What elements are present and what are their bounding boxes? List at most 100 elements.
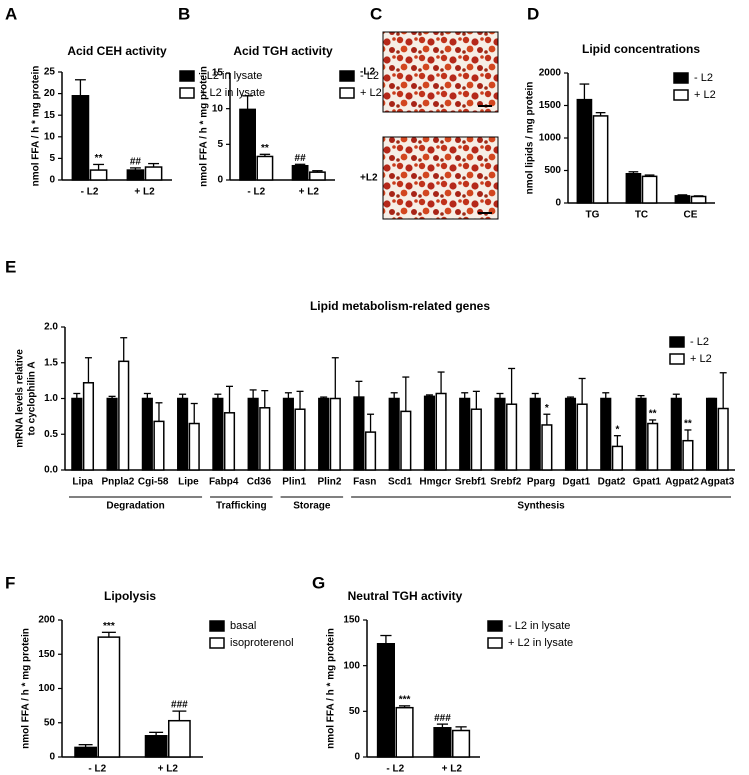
bar — [395, 706, 414, 758]
legend-label: basal — [230, 620, 256, 632]
x-tick-label: Dgat2 — [598, 477, 626, 488]
significance-label: ** — [649, 409, 657, 420]
x-tick-label: + L2 — [158, 764, 179, 775]
bar — [641, 175, 658, 204]
bar — [177, 397, 189, 471]
legend-label: - L2 — [690, 336, 709, 348]
panel-letter: E — [5, 257, 16, 276]
bar — [282, 397, 294, 471]
legend-label: - L2 in lysate — [508, 620, 570, 632]
significance-label: *** — [399, 694, 411, 705]
bar — [388, 397, 400, 471]
chart-title: Lipolysis — [104, 589, 156, 603]
legend-label: + L2 in lysate — [200, 87, 265, 99]
group-label: Storage — [293, 501, 331, 512]
legend-label: - L2 in lysate — [200, 70, 262, 82]
chart-title: Lipid concentrations — [582, 42, 700, 56]
significance-label: ### — [434, 713, 451, 724]
y-axis-label: nmol FFA / h * mg protein — [199, 66, 210, 187]
significance-label: *** — [103, 621, 115, 632]
y-tick-label: 25 — [44, 67, 56, 78]
y-tick-label: 150 — [343, 615, 360, 626]
y-tick-label: 0 — [217, 175, 223, 186]
significance-label: ** — [95, 153, 103, 164]
x-tick-label: Gpat1 — [633, 477, 662, 488]
bar — [470, 408, 482, 471]
bar — [126, 169, 145, 181]
significance-label: * — [545, 403, 549, 414]
bar — [459, 397, 471, 471]
legend-label: + L2 — [690, 353, 712, 365]
y-axis-label: nmol lipids / mg protein — [525, 82, 536, 195]
micrograph — [382, 31, 499, 113]
bar — [600, 397, 612, 471]
bar — [259, 407, 271, 471]
bar — [188, 422, 200, 471]
panel-letter: C — [370, 4, 382, 23]
x-tick-label: Lipe — [178, 477, 199, 488]
legend-label: isoproterenol — [230, 637, 294, 649]
y-tick-label: 15 — [212, 68, 224, 79]
bar — [564, 397, 577, 471]
y-tick-label: 2000 — [539, 68, 562, 79]
bar — [452, 729, 471, 758]
bar — [291, 164, 309, 181]
group-label: Trafficking — [216, 501, 267, 512]
x-tick-label: + L2 — [442, 764, 463, 775]
chart-title: Acid CEH activity — [67, 44, 167, 58]
y-tick-label: 150 — [38, 649, 55, 660]
bar — [141, 397, 153, 471]
bar — [400, 410, 412, 471]
y-tick-label: 0 — [49, 752, 55, 763]
y-tick-label: 1.5 — [44, 357, 58, 368]
bar — [635, 397, 647, 471]
y-axis-label: nmol FFA / h * mg protein — [31, 66, 42, 187]
bar — [682, 439, 694, 471]
panel-letter: D — [527, 4, 539, 23]
y-tick-label: 15 — [44, 110, 56, 121]
panel-letter: A — [5, 4, 17, 23]
bar — [294, 408, 306, 471]
significance-label: ## — [130, 157, 142, 168]
chart-title: Acid TGH activity — [233, 44, 333, 58]
bar — [506, 403, 518, 471]
group-label: Degradation — [106, 501, 164, 512]
y-tick-label: 50 — [44, 717, 56, 728]
legend-label: + L2 — [694, 89, 716, 101]
bar — [329, 397, 341, 471]
panel-letter: F — [5, 573, 15, 592]
legend-swatch — [179, 87, 195, 99]
y-tick-label: 2.0 — [44, 322, 58, 333]
x-tick-label: Cgi-58 — [138, 477, 169, 488]
bar — [423, 395, 436, 471]
bar — [74, 746, 97, 758]
x-tick-label: - L2 — [88, 764, 106, 775]
x-tick-label: Dgat1 — [562, 477, 590, 488]
legend-label: - L2 — [694, 72, 713, 84]
bar — [89, 169, 108, 181]
y-tick-label: 20 — [44, 88, 56, 99]
bar — [144, 166, 163, 181]
y-tick-label: 0.0 — [44, 465, 58, 476]
y-tick-label: 1500 — [539, 100, 562, 111]
bar — [433, 727, 452, 758]
bar — [144, 735, 168, 758]
significance-label: ** — [261, 143, 269, 154]
x-tick-label: Fabp4 — [209, 477, 239, 488]
x-tick-label: Lipa — [72, 477, 93, 488]
x-tick-label: Srebf1 — [455, 477, 487, 488]
significance-label: ## — [295, 153, 307, 164]
bar — [576, 403, 588, 471]
x-tick-label: Plin1 — [282, 477, 306, 488]
y-axis-label: nmol FFA / h * mg protein — [326, 628, 337, 749]
x-tick-label: Agpat2 — [665, 477, 699, 488]
legend-swatch — [669, 353, 685, 365]
bar — [71, 397, 83, 471]
legend-swatch — [487, 620, 503, 632]
x-tick-label: TC — [635, 210, 648, 221]
legend-label: + L2 in lysate — [508, 637, 573, 649]
bar — [376, 642, 396, 758]
y-tick-label: 200 — [38, 615, 55, 626]
bar — [576, 98, 593, 204]
